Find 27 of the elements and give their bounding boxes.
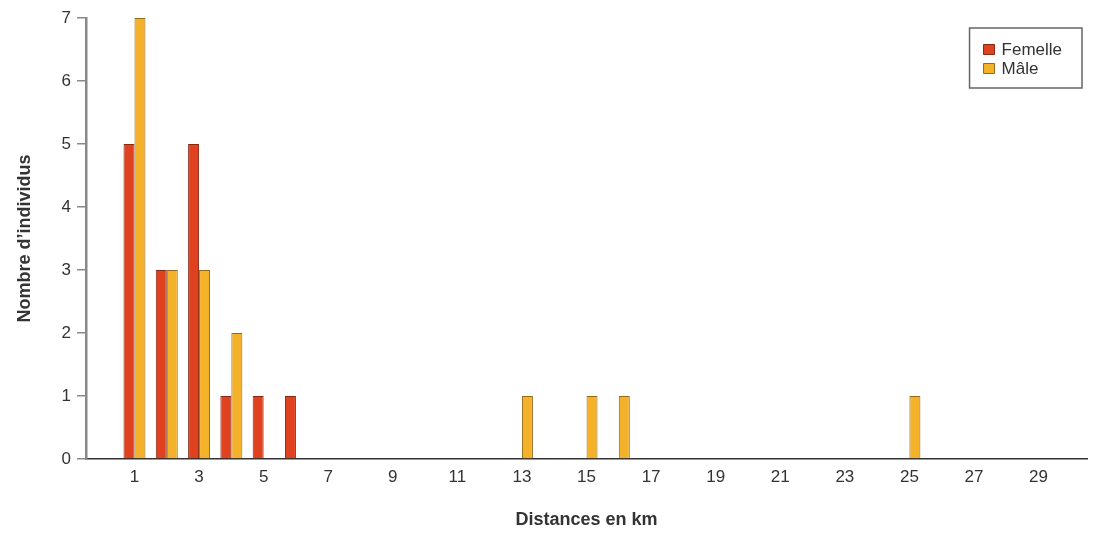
x-tick-label: 9: [388, 466, 398, 486]
x-tick-label: 29: [1029, 466, 1049, 486]
x-tick-label: 17: [641, 466, 661, 486]
y-tick-label: 1: [61, 385, 72, 405]
y-tick-label: 4: [61, 196, 72, 216]
x-tick-label: 19: [706, 466, 726, 486]
y-tick-label: 6: [61, 70, 72, 90]
x-tick-label: 5: [258, 466, 269, 486]
x-axis-title: Distances en km: [515, 509, 658, 530]
x-tick-label: 3: [194, 466, 204, 486]
y-tick-label: 7: [61, 7, 72, 27]
legend-label: Femelle: [1001, 40, 1063, 60]
x-tick-label: 13: [512, 466, 532, 486]
legend-label: Mâle: [1001, 59, 1039, 79]
y-tick-label: 0: [61, 448, 72, 468]
y-tick-label: 2: [61, 322, 72, 342]
x-tick-label: 7: [323, 466, 333, 486]
x-tick-label: 25: [899, 466, 919, 486]
y-tick-label: 5: [61, 133, 72, 153]
x-tick-label: 21: [770, 466, 790, 486]
y-tick-label: 3: [61, 259, 72, 279]
x-tick-label: 15: [577, 466, 596, 486]
x-tick-label: 23: [835, 466, 855, 486]
x-tick-label: 11: [448, 466, 467, 486]
x-tick-label: 27: [964, 466, 984, 486]
y-axis-title: Nombre d’individus: [13, 154, 34, 323]
x-tick-label: 1: [129, 466, 140, 486]
